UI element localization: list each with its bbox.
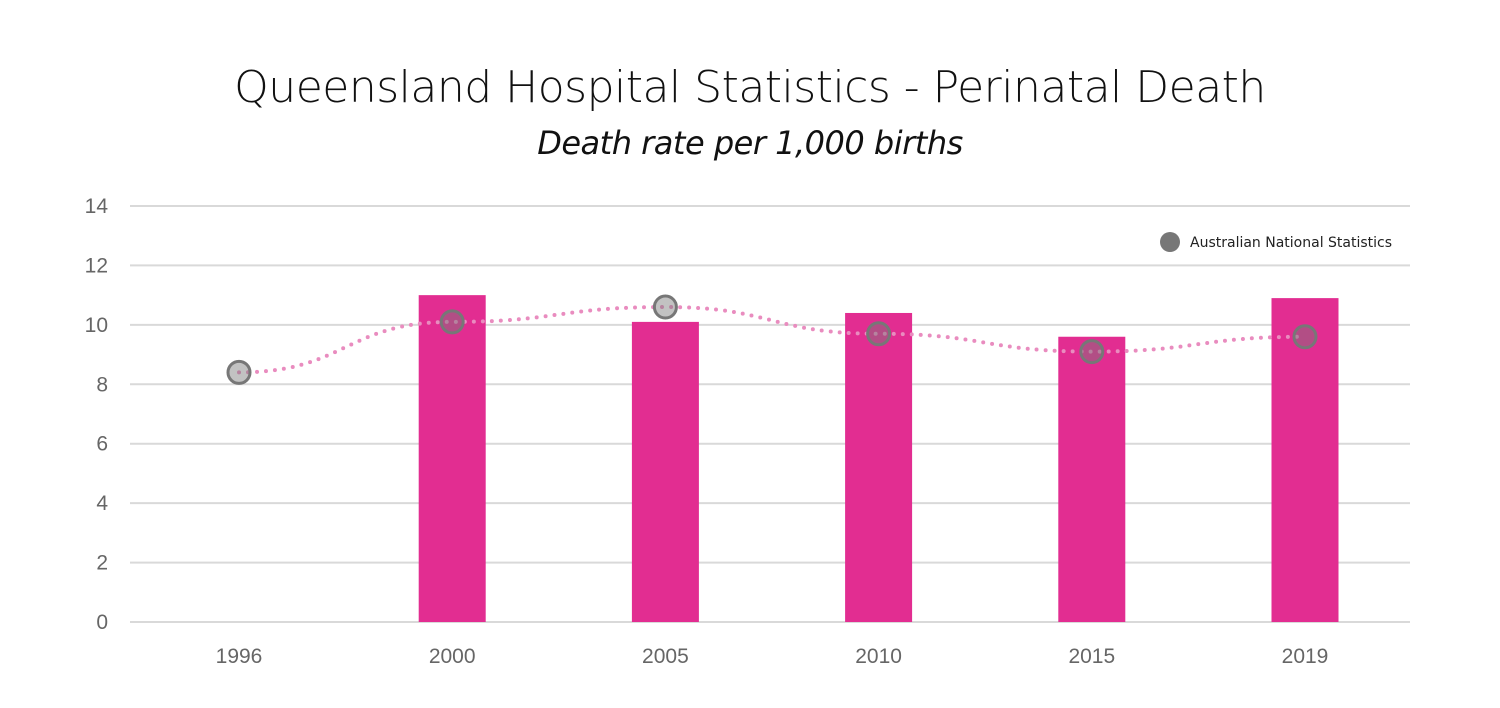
data-point	[652, 294, 678, 320]
legend-marker-icon	[1160, 232, 1180, 252]
x-tick-label: 1996	[216, 645, 263, 668]
data-point	[866, 321, 892, 347]
y-tick-label: 10	[85, 314, 108, 337]
y-tick-label: 0	[96, 611, 108, 634]
bar	[1058, 336, 1126, 622]
bar	[418, 295, 486, 622]
y-tick-label: 14	[85, 195, 109, 218]
x-tick-label: 2010	[855, 645, 902, 668]
data-point	[226, 359, 252, 385]
y-tick-label: 8	[96, 373, 108, 396]
y-tick-label: 4	[96, 492, 108, 515]
bar	[845, 312, 913, 622]
y-tick-label: 6	[96, 433, 108, 456]
chart-title: Queensland Hospital Statistics - Perinat…	[234, 62, 1266, 113]
chart-subtitle: Death rate per 1,000 births	[537, 124, 963, 162]
bar	[631, 321, 699, 622]
x-tick-label: 2000	[429, 645, 476, 668]
data-point	[1079, 339, 1105, 365]
x-tick-label: 2019	[1282, 645, 1329, 668]
x-tick-label: 2005	[642, 645, 689, 668]
series-line	[237, 305, 1307, 375]
bar	[1271, 298, 1339, 622]
y-tick-label: 2	[96, 552, 108, 575]
y-tick-label: 12	[85, 254, 108, 277]
x-tick-label: 2015	[1068, 645, 1115, 668]
data-point	[439, 309, 465, 335]
legend-label: Australian National Statistics	[1190, 235, 1392, 251]
data-point	[1292, 324, 1318, 350]
